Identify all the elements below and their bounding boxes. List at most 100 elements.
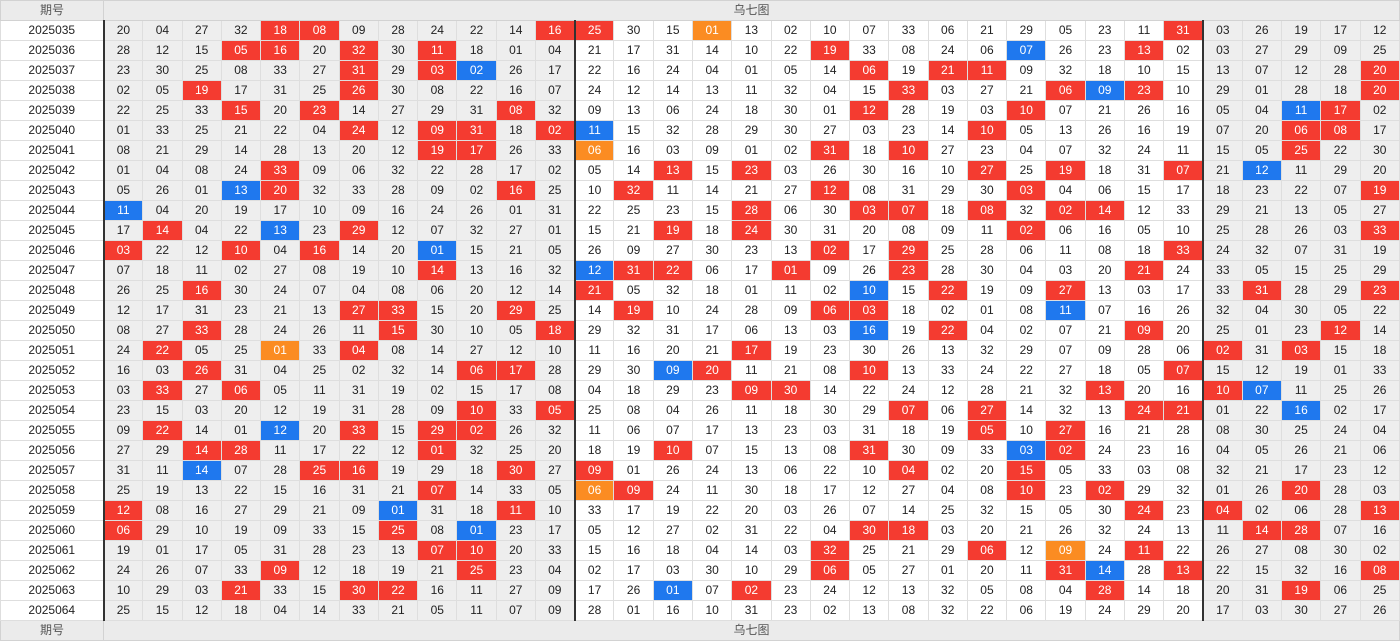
number-cell: 30 [849, 160, 890, 181]
number-cell: 25 [927, 240, 968, 261]
period-cell: 2025038 [0, 80, 104, 101]
number-cell-red: 10 [966, 120, 1008, 141]
number-cell: 04 [260, 240, 301, 261]
number-cell: 03 [652, 140, 693, 161]
number-cell: 21 [1241, 200, 1282, 221]
number-cell: 08 [888, 220, 929, 241]
number-cell: 03 [770, 160, 811, 181]
number-cell: 18 [1084, 160, 1125, 181]
number-cell: 20 [299, 420, 340, 441]
number-cell: 19 [927, 100, 968, 121]
number-cell: 21 [1201, 160, 1243, 181]
number-cell: 05 [1320, 300, 1361, 321]
number-cell: 17 [1201, 600, 1243, 621]
number-cell: 04 [691, 540, 733, 561]
number-cell: 24 [1084, 440, 1125, 461]
number-cell-red: 02 [1045, 200, 1086, 221]
number-cell-red: 13 [1163, 560, 1204, 581]
period-cell: 2025048 [0, 280, 104, 301]
number-cell-red: 20 [1359, 80, 1400, 101]
number-cell: 12 [1241, 360, 1282, 381]
number-cell: 04 [142, 160, 183, 181]
number-cell: 20 [731, 500, 772, 521]
number-cell: 01 [1241, 80, 1282, 101]
number-cell: 05 [1320, 200, 1361, 221]
number-cell: 01 [613, 600, 654, 621]
number-cell: 17 [102, 220, 144, 241]
number-cell: 08 [181, 160, 222, 181]
period-column-header: 期号 [0, 0, 104, 21]
number-cell-red: 06 [966, 540, 1008, 561]
number-cell: 24 [1084, 540, 1125, 561]
number-cell: 11 [731, 80, 772, 101]
number-cell-red: 10 [849, 360, 890, 381]
number-cell-red: 17 [1320, 100, 1361, 121]
number-cell-red: 15 [377, 320, 419, 341]
number-cell: 33 [927, 360, 968, 381]
number-cell: 24 [417, 200, 458, 221]
number-cell: 07 [102, 260, 144, 281]
number-cell: 04 [142, 200, 183, 221]
number-cell: 30 [1320, 540, 1361, 561]
number-cell-red: 29 [338, 220, 379, 241]
number-cell: 01 [731, 140, 772, 161]
number-cell: 13 [691, 80, 733, 101]
number-cell-red: 16 [181, 280, 222, 301]
number-cell: 11 [181, 260, 222, 281]
draw-row: 2025058 25 19 13 22 15 16 31 21 07 14 33 05 06 09 24 11 3… [0, 480, 1400, 501]
number-cell: 26 [888, 340, 929, 361]
number-cell: 29 [377, 60, 419, 81]
draw-row: 2025061 19 01 17 05 31 28 23 13 07 10 20 33 15 16 18 04 1… [0, 540, 1400, 561]
number-cell: 21 [1241, 460, 1282, 481]
number-cell: 10 [377, 260, 419, 281]
number-cell: 18 [1201, 180, 1243, 201]
number-cell: 32 [1084, 140, 1125, 161]
number-cell: 25 [1006, 160, 1047, 181]
number-cell: 16 [888, 160, 929, 181]
number-cell-red: 21 [220, 580, 262, 601]
number-cell: 15 [377, 420, 419, 441]
number-cell-red: 19 [1359, 180, 1400, 201]
number-cell: 30 [220, 280, 262, 301]
number-cell: 05 [534, 480, 576, 501]
draw-row: 2025056 27 29 14 28 11 17 22 12 01 32 25 20 18 19 10 07 1… [0, 440, 1400, 461]
number-cell: 31 [260, 540, 301, 561]
number-cell: 17 [220, 80, 262, 101]
number-cell: 31 [220, 360, 262, 381]
number-cell: 32 [299, 180, 340, 201]
number-cell: 16 [613, 140, 654, 161]
number-cell-red: 03 [1006, 180, 1047, 201]
number-cell: 13 [770, 240, 811, 261]
number-cell: 13 [456, 260, 497, 281]
number-cell: 01 [495, 40, 536, 61]
number-cell: 17 [181, 540, 222, 561]
number-cell-red: 10 [888, 140, 929, 161]
number-cell-red: 03 [417, 60, 458, 81]
number-cell-red: 11 [417, 40, 458, 61]
number-cell: 29 [652, 380, 693, 401]
number-cell-orange: 01 [260, 340, 301, 361]
number-cell-blue: 14 [181, 460, 222, 481]
number-cell: 10 [534, 340, 576, 361]
number-cell: 08 [888, 40, 929, 61]
number-cell-blue: 01 [456, 520, 497, 541]
number-cell: 15 [888, 280, 929, 301]
number-cell: 22 [1320, 140, 1361, 161]
number-cell: 05 [1045, 500, 1086, 521]
number-cell-red: 06 [1045, 80, 1086, 101]
number-cell: 31 [731, 600, 772, 621]
number-cell: 33 [1359, 360, 1400, 381]
number-cell-red: 21 [1123, 260, 1165, 281]
number-cell: 29 [260, 500, 301, 521]
number-cell: 09 [338, 500, 379, 521]
number-cell: 23 [770, 600, 811, 621]
number-cell: 29 [1123, 480, 1165, 501]
number-cell-red: 05 [534, 400, 576, 421]
number-cell-red: 06 [102, 520, 144, 541]
number-cell: 01 [927, 560, 968, 581]
number-cell-red: 05 [220, 40, 262, 61]
number-cell: 11 [731, 360, 772, 381]
number-cell: 32 [1280, 560, 1322, 581]
number-cell: 30 [966, 260, 1008, 281]
number-cell: 14 [613, 160, 654, 181]
